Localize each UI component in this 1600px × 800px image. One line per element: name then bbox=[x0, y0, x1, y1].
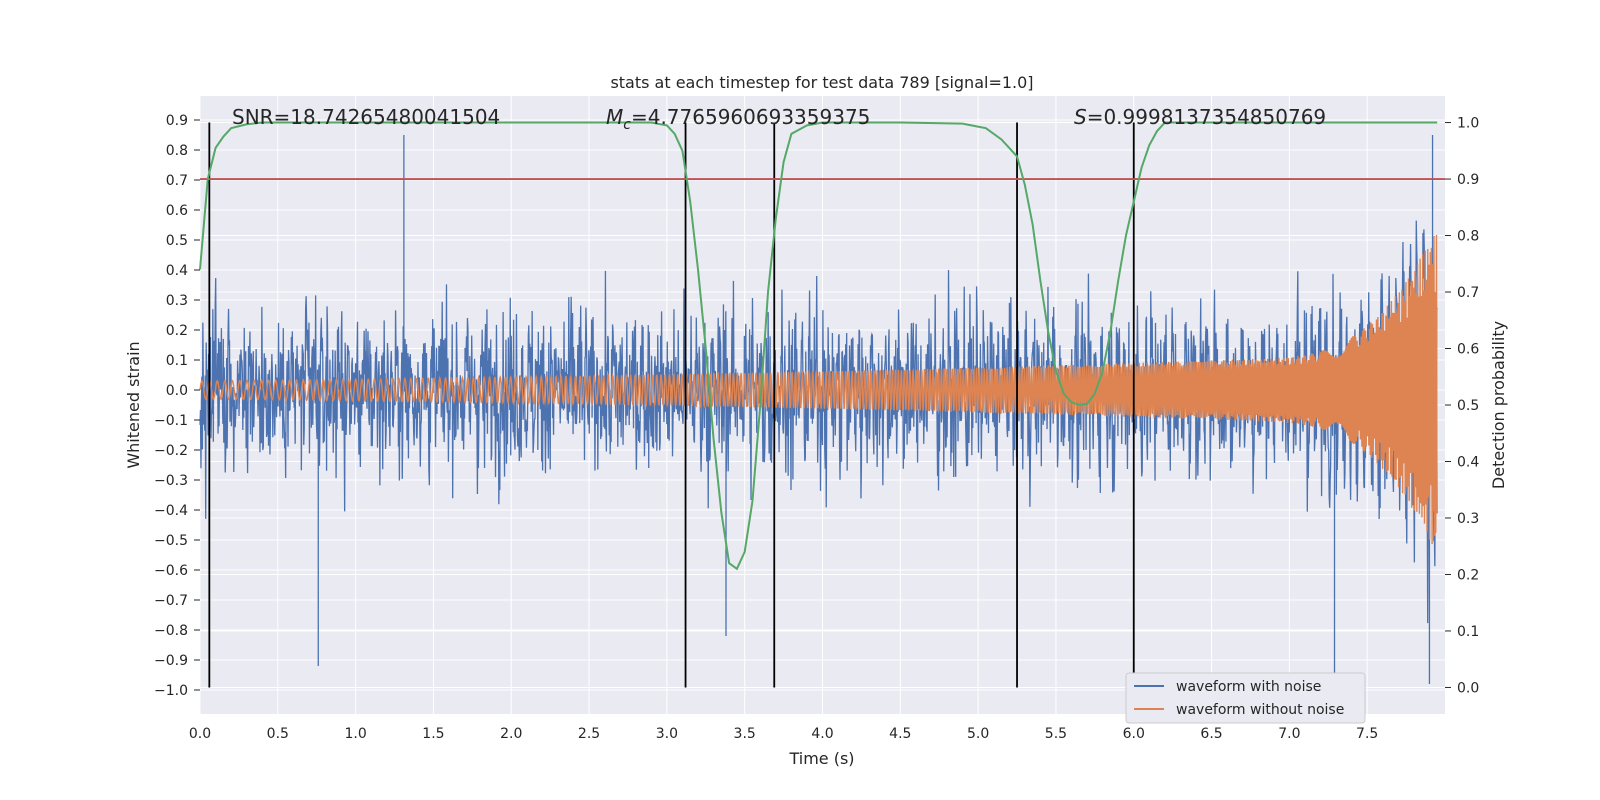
y-tick-label: −0.4 bbox=[154, 503, 188, 519]
y2-tick-label: 0.2 bbox=[1457, 567, 1479, 583]
y-tick-label: 0.6 bbox=[166, 203, 188, 219]
y2-tick-label: 0.1 bbox=[1457, 624, 1479, 640]
x-tick-label: 6.5 bbox=[1200, 726, 1222, 742]
x-tick-label: 7.5 bbox=[1356, 726, 1378, 742]
y2-tick-label: 0.6 bbox=[1457, 342, 1479, 358]
y-tick-label: 0.3 bbox=[166, 293, 188, 309]
y2-tick-label: 0.7 bbox=[1457, 285, 1479, 301]
x-tick-label: 7.0 bbox=[1278, 726, 1300, 742]
x-tick-label: 5.0 bbox=[967, 726, 989, 742]
legend: waveform with noise waveform without noi… bbox=[1125, 672, 1366, 724]
y-tick-label: 0.8 bbox=[166, 143, 188, 159]
clean-waveform-line bbox=[199, 234, 1438, 545]
x-tick-label: 5.5 bbox=[1045, 726, 1067, 742]
y-tick-label: −0.6 bbox=[154, 563, 188, 579]
s-value: =0.9998137354850769 bbox=[1087, 105, 1326, 129]
y-tick-label: −0.7 bbox=[154, 593, 188, 609]
y-tick-label: −0.2 bbox=[154, 443, 188, 459]
y-tick-label: 0.5 bbox=[166, 233, 188, 249]
y-tick-label: −0.3 bbox=[154, 473, 188, 489]
detection-probability-series bbox=[199, 121, 1438, 571]
x-tick-label: 0.5 bbox=[267, 726, 289, 742]
x-tick-label: 4.5 bbox=[889, 726, 911, 742]
y2-tick-label: 0.0 bbox=[1457, 680, 1479, 696]
detection-probability-line bbox=[199, 121, 1438, 571]
s-symbol: S bbox=[1074, 105, 1087, 129]
y-tick-label: 0.9 bbox=[166, 113, 188, 129]
x-tick-label: 4.0 bbox=[811, 726, 833, 742]
legend-label-clean: waveform without noise bbox=[1176, 702, 1344, 718]
x-tick-label: 3.0 bbox=[656, 726, 678, 742]
y2-axis-label: Detection probability bbox=[1489, 321, 1508, 489]
s-annotation: S=0.9998137354850769 bbox=[1074, 105, 1326, 129]
clean-waveform-series bbox=[199, 234, 1438, 545]
y2-tick-label: 0.8 bbox=[1457, 229, 1479, 245]
y-tick-label: 0.4 bbox=[166, 263, 188, 279]
y2-tick-label: 1.0 bbox=[1457, 116, 1479, 132]
chirp-mass-symbol: M bbox=[606, 105, 623, 129]
y-tick-label: −0.1 bbox=[154, 413, 188, 429]
snr-annotation: SNR=18.74265480041504 bbox=[232, 105, 500, 129]
y-tick-label: 0.2 bbox=[166, 323, 188, 339]
y-tick-label: 0.0 bbox=[166, 383, 188, 399]
y-tick-label: −0.8 bbox=[154, 623, 188, 639]
x-tick-label: 1.0 bbox=[344, 726, 366, 742]
x-tick-label: 3.5 bbox=[734, 726, 756, 742]
y-tick-label: −0.5 bbox=[154, 533, 188, 549]
y-tick-label: 0.7 bbox=[166, 173, 188, 189]
y-axis-label: Whitened strain bbox=[124, 341, 143, 468]
y-tick-label: −1.0 bbox=[154, 683, 188, 699]
chirp-mass-annotation: Mc=4.7765960693359375 bbox=[606, 105, 870, 133]
y2-tick-label: 0.3 bbox=[1457, 511, 1479, 527]
y2-tick-label: 0.5 bbox=[1457, 398, 1479, 414]
chart-title: stats at each timestep for test data 789… bbox=[610, 73, 1033, 92]
event-markers bbox=[208, 122, 1135, 688]
x-tick-label: 6.0 bbox=[1123, 726, 1145, 742]
legend-label-noisy: waveform with noise bbox=[1176, 679, 1321, 695]
chirp-mass-subscript: c bbox=[623, 117, 631, 133]
x-tick-label: 2.5 bbox=[578, 726, 600, 742]
x-tick-label: 2.0 bbox=[500, 726, 522, 742]
axes-ticks: 0.0 0.5 1.0 1.5 2.0 2.5 3.0 3.5 4.0 4.5 5.0 5.5 6.0 6… bbox=[154, 113, 1479, 742]
y-tick-label: 0.1 bbox=[166, 353, 188, 369]
y-tick-label: −0.9 bbox=[154, 653, 188, 669]
y2-tick-label: 0.4 bbox=[1457, 454, 1479, 470]
x-axis-label: Time (s) bbox=[788, 749, 854, 768]
y2-tick-label: 0.9 bbox=[1457, 172, 1479, 188]
chirp-mass-value: =4.7765960693359375 bbox=[631, 105, 870, 129]
x-tick-label: 1.5 bbox=[422, 726, 444, 742]
x-tick-label: 0.0 bbox=[189, 726, 211, 742]
legend-box bbox=[1125, 672, 1366, 724]
